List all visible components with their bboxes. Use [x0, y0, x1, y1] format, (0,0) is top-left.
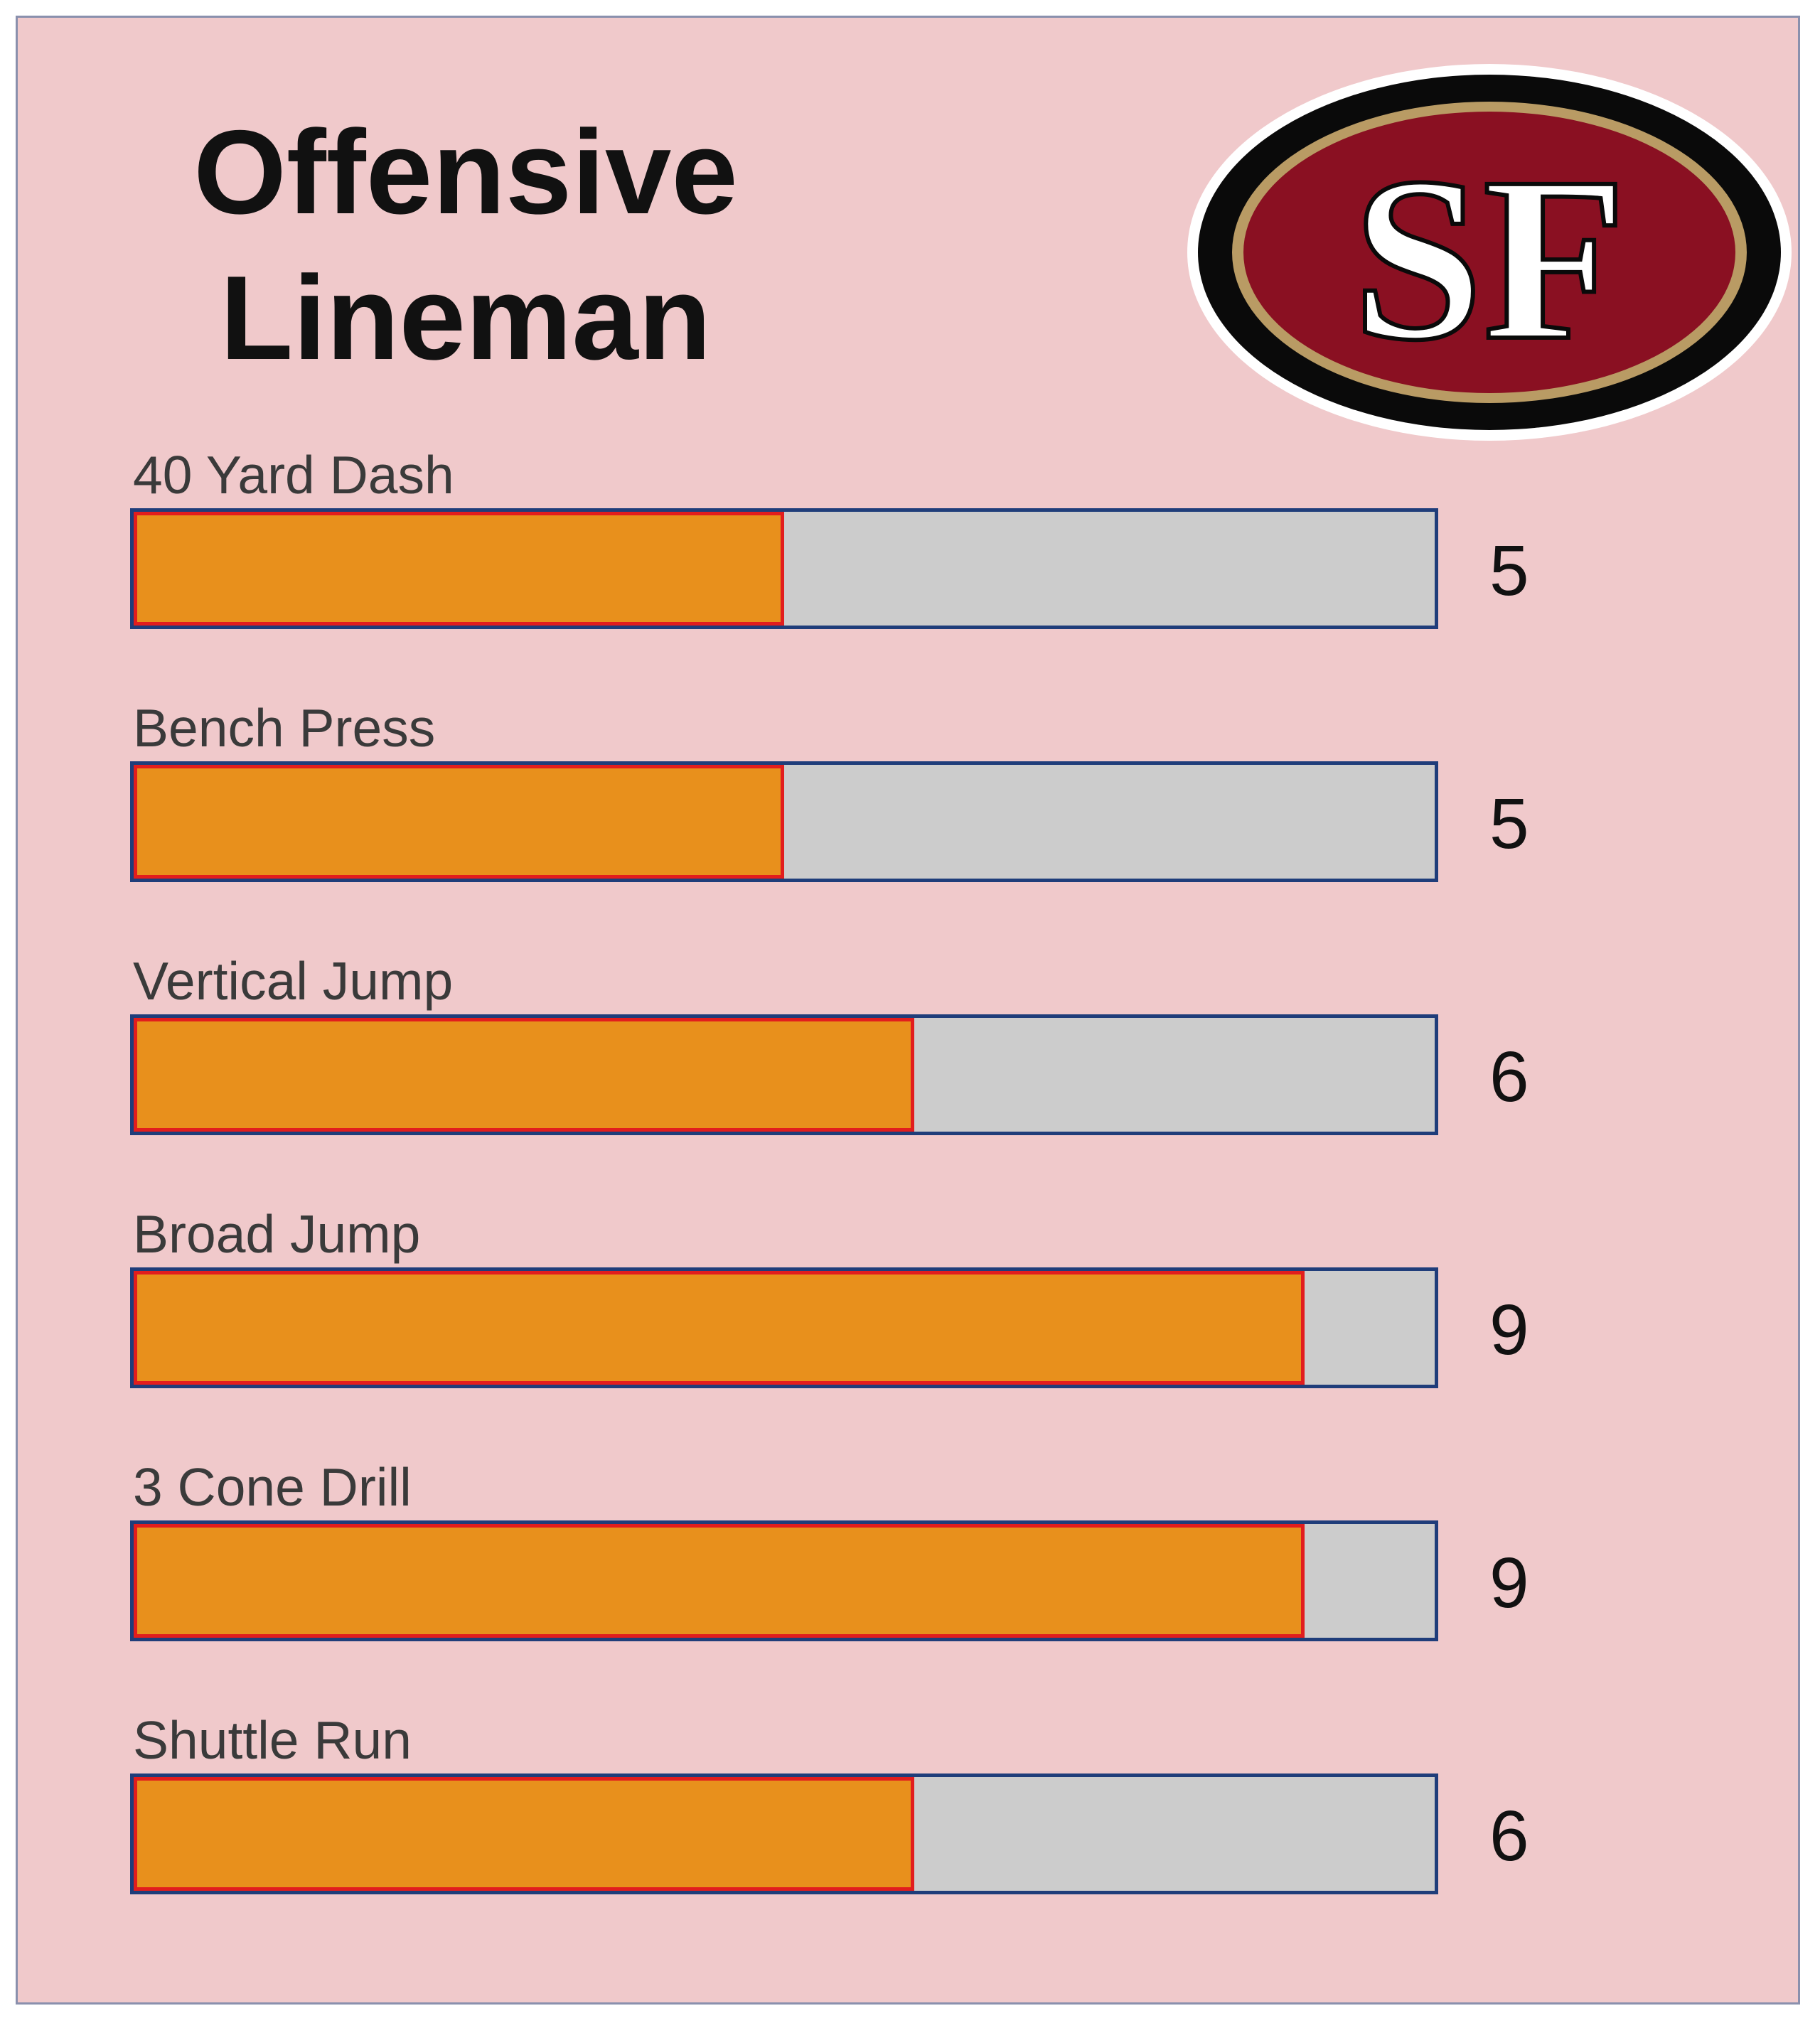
metric-label: Bench Press: [133, 698, 436, 758]
bar-track: [130, 1014, 1438, 1135]
chart-title: Offensive Lineman: [160, 100, 771, 391]
bar-fill: [134, 1018, 914, 1132]
bar-fill: [134, 1777, 914, 1891]
bar-track: [130, 508, 1438, 629]
metric-value: 9: [1489, 1290, 1529, 1370]
bar-track: [130, 1774, 1438, 1894]
metric-row-bench-press: Bench Press 5: [130, 696, 1694, 909]
metric-label: 40 Yard Dash: [133, 445, 454, 505]
metric-row-broad-jump: Broad Jump 9: [130, 1202, 1694, 1415]
bar-fill: [134, 765, 784, 879]
metric-label: Shuttle Run: [133, 1710, 412, 1770]
metric-value: 5: [1489, 531, 1529, 611]
bar-fill: [134, 512, 784, 626]
metric-label: Broad Jump: [133, 1204, 421, 1264]
bar-track: [130, 761, 1438, 882]
metric-value: 9: [1489, 1543, 1529, 1623]
bar-track: [130, 1267, 1438, 1388]
sf-49ers-logo-icon: SF: [1187, 64, 1792, 441]
title-line-1: Offensive: [193, 105, 738, 239]
bar-fill: [134, 1271, 1305, 1385]
metric-row-vertical-jump: Vertical Jump 6: [130, 949, 1694, 1162]
metric-label: 3 Cone Drill: [133, 1457, 412, 1517]
svg-text:SF: SF: [1352, 129, 1626, 389]
metric-row-3-cone-drill: 3 Cone Drill 9: [130, 1455, 1694, 1668]
metric-row-40-yard-dash: 40 Yard Dash 5: [130, 443, 1694, 656]
bar-track: [130, 1520, 1438, 1641]
metric-value: 6: [1489, 1796, 1529, 1876]
bar-fill: [134, 1524, 1305, 1638]
metric-value: 6: [1489, 1037, 1529, 1117]
chart-panel: Offensive Lineman SF 40 Yard Dash 5 Bench …: [16, 16, 1800, 2005]
metric-row-shuttle-run: Shuttle Run 6: [130, 1708, 1694, 1921]
metric-value: 5: [1489, 784, 1529, 864]
metric-label: Vertical Jump: [133, 951, 454, 1011]
title-line-2: Lineman: [220, 251, 712, 385]
